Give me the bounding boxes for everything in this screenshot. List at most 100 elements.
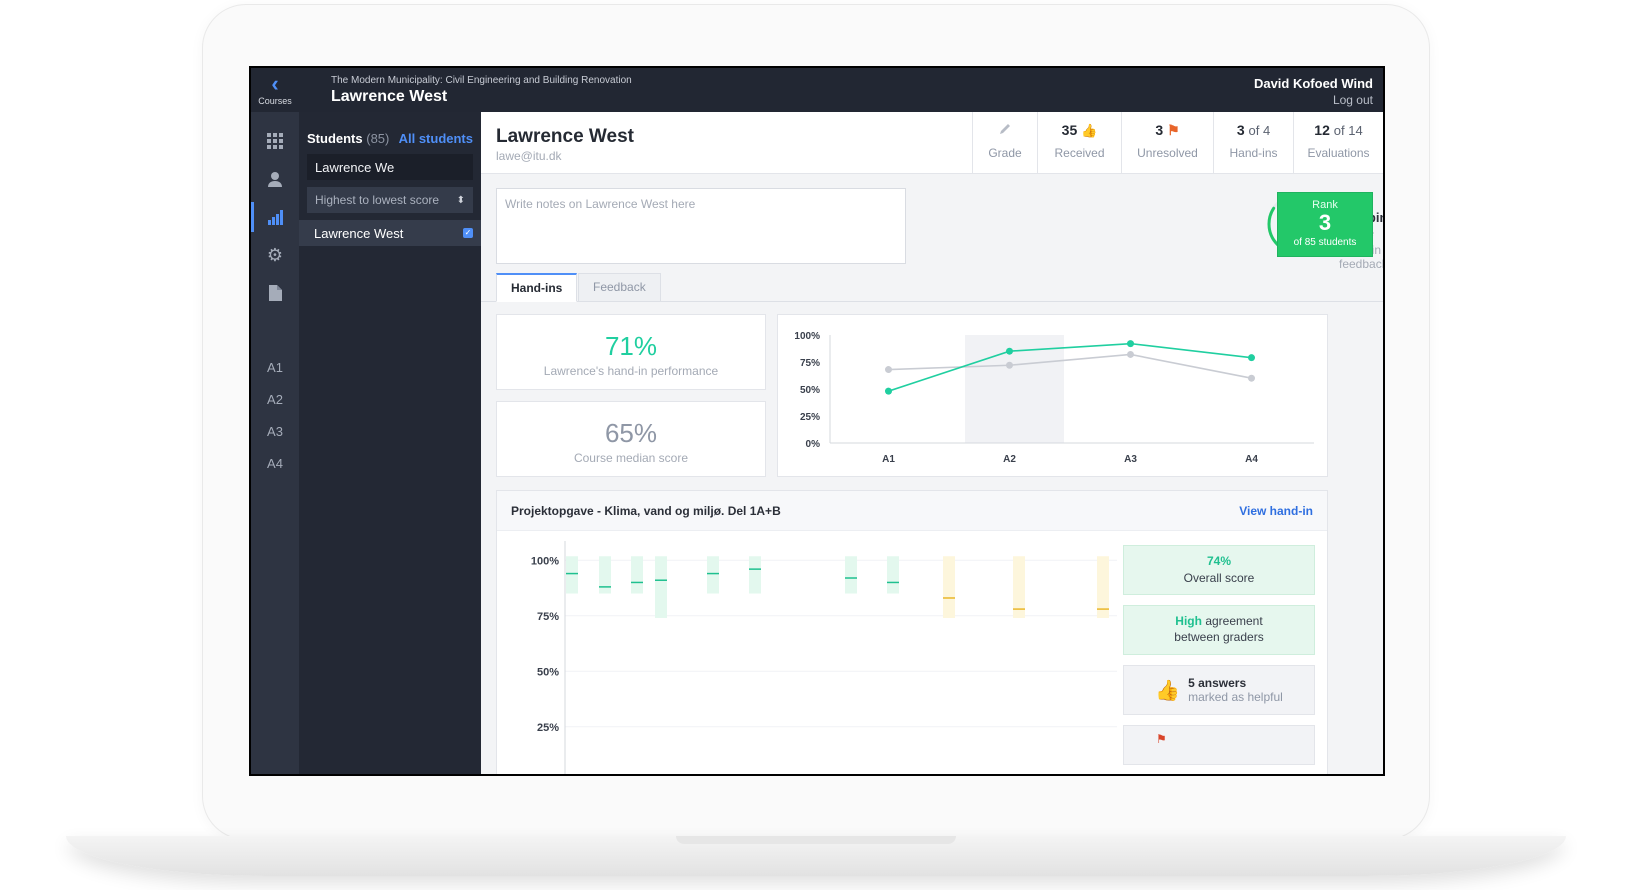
series-point bbox=[1006, 347, 1013, 355]
laptop-notch bbox=[676, 836, 956, 844]
rank-label: Rank bbox=[1312, 199, 1338, 211]
students-header: Students (85) All students bbox=[307, 131, 473, 146]
back-to-courses-button[interactable]: ‹ Courses bbox=[251, 68, 299, 112]
thumbs-up-icon: 👍 bbox=[1155, 679, 1181, 702]
select-arrows-icon: ⬍ bbox=[456, 194, 465, 206]
page-title: Lawrence West bbox=[331, 88, 448, 105]
rank-value: 3 bbox=[1318, 210, 1332, 235]
median-card: 65% Course median score bbox=[496, 401, 766, 477]
main-content: Lawrence West lawe@itu.dk Grade 35 👍 Rec… bbox=[481, 112, 1383, 774]
all-students-link[interactable]: All students bbox=[398, 131, 473, 146]
received-label: Received bbox=[1054, 146, 1105, 160]
view-handin-link[interactable]: View hand-in bbox=[1239, 504, 1313, 518]
performance-value: 71% bbox=[604, 331, 658, 361]
student-notes-textarea[interactable] bbox=[496, 188, 906, 264]
statistics-nav-button[interactable] bbox=[251, 198, 299, 236]
tab-handins[interactable]: Hand-ins bbox=[496, 273, 578, 302]
series-point bbox=[1006, 361, 1013, 369]
user-menu: David Kofoed Wind Log out bbox=[1254, 76, 1373, 107]
series-point bbox=[1127, 350, 1134, 358]
agreement-line-2: between graders bbox=[1174, 630, 1264, 644]
grader-range-bar bbox=[1097, 556, 1109, 618]
handin-trend-chart: 100% 75% 50% 25% 0% A1 A2 A3 A4 bbox=[794, 331, 1314, 465]
y-tick-label: 0% bbox=[806, 439, 821, 450]
rank-of-students: of 85 students bbox=[1293, 237, 1357, 248]
performance-label: Lawrence's hand-in performance bbox=[543, 364, 719, 378]
course-breadcrumb: The Modern Municipality: Civil Engineeri… bbox=[331, 75, 632, 86]
laptop-screen: ‹ Courses The Modern Municipality: Civil… bbox=[249, 66, 1385, 776]
grader-range-chart: 100% 75% 50% 25% bbox=[531, 541, 1117, 774]
student-profile-header: Lawrence West lawe@itu.dk Grade 35 👍 Rec… bbox=[481, 112, 1383, 174]
settings-nav-button[interactable]: ⚙ bbox=[251, 236, 299, 274]
y-tick-label: 50% bbox=[800, 385, 820, 396]
grader-range-bar bbox=[655, 556, 667, 618]
unresolved-label: Unresolved bbox=[1137, 146, 1198, 160]
student-email: lawe@itu.dk bbox=[496, 149, 562, 163]
handin-trend-chart-card: 100% 75% 50% 25% 0% A1 A2 A3 A4 bbox=[777, 314, 1328, 477]
helpful-answers-label: marked as helpful bbox=[1188, 690, 1283, 704]
grader-range-bar bbox=[1013, 556, 1025, 618]
performance-card: 71% Lawrence's hand-in performance bbox=[496, 314, 766, 390]
assignment-a2-nav[interactable]: A2 bbox=[267, 392, 283, 407]
thumbs-up-icon: 👍 bbox=[1081, 123, 1098, 138]
grade-button[interactable]: Grade bbox=[972, 112, 1037, 174]
evaluations-stat[interactable]: 12 of 14 Evaluations bbox=[1293, 112, 1383, 174]
y-tick-label: 100% bbox=[531, 555, 559, 567]
median-label: Course median score bbox=[573, 451, 689, 465]
sort-select[interactable]: Highest to lowest score ⬍ bbox=[307, 187, 473, 213]
pencil-icon bbox=[981, 122, 1029, 142]
handins-value: 3 bbox=[1236, 122, 1245, 138]
assignment-a3-nav[interactable]: A3 bbox=[267, 424, 283, 439]
rank-badge: Rank 3 of 85 students bbox=[1277, 192, 1373, 257]
y-tick-label: 25% bbox=[800, 412, 820, 423]
logout-link[interactable]: Log out bbox=[1332, 93, 1373, 107]
highlight-band bbox=[965, 335, 1064, 443]
icon-rail: ⚙ A1 A2 A3 A4 bbox=[251, 112, 299, 774]
agreement-level: High bbox=[1175, 614, 1202, 628]
document-icon bbox=[268, 285, 282, 301]
helpful-answers-box: 👍 5 answers marked as helpful bbox=[1123, 665, 1315, 715]
students-heading: Students (85) bbox=[307, 131, 389, 146]
student-search-input[interactable] bbox=[307, 154, 473, 180]
tab-feedback[interactable]: Feedback bbox=[578, 273, 661, 302]
grid-icon bbox=[267, 133, 283, 149]
received-stat[interactable]: 35 👍 Received bbox=[1037, 112, 1121, 174]
x-tick-label: A2 bbox=[1003, 454, 1016, 465]
grader-range-bar bbox=[749, 556, 761, 594]
students-count: (85) bbox=[366, 131, 390, 146]
grade-label: Grade bbox=[988, 146, 1022, 160]
bar-chart-icon bbox=[268, 210, 283, 225]
documents-nav-button[interactable] bbox=[251, 274, 299, 312]
y-tick-label: 75% bbox=[800, 358, 820, 369]
assignment-a4-nav[interactable]: A4 bbox=[267, 456, 283, 471]
students-panel: Students (85) All students Highest to lo… bbox=[299, 112, 481, 774]
check-icon: ✓ bbox=[463, 228, 473, 238]
series-point bbox=[1248, 354, 1255, 362]
handin-title: Projektopgave - Klima, vand og miljø. De… bbox=[511, 504, 781, 518]
handin-detail-section: Projektopgave - Klima, vand og miljø. De… bbox=[496, 490, 1328, 774]
helpful-answers-text: 5 answers marked as helpful bbox=[1188, 676, 1283, 704]
back-label: Courses bbox=[258, 96, 292, 106]
handins-stat[interactable]: 3 of 4 Hand-ins bbox=[1213, 112, 1293, 174]
helpful-answers-count: 5 answers bbox=[1188, 676, 1247, 690]
grader-range-bar bbox=[566, 556, 578, 594]
top-bar: ‹ Courses The Modern Municipality: Civil… bbox=[251, 68, 1383, 112]
gear-icon: ⚙ bbox=[266, 244, 284, 265]
dashboard-nav-button[interactable] bbox=[251, 122, 299, 160]
unresolved-stat[interactable]: 3 ⚑ Unresolved bbox=[1121, 112, 1213, 174]
grader-range-bar bbox=[631, 556, 643, 594]
grader-range-bar bbox=[887, 556, 899, 594]
agreement-line-1: High agreement bbox=[1124, 614, 1314, 628]
tab-bar: Hand-ins Feedback bbox=[481, 272, 1383, 302]
y-tick-label: 25% bbox=[537, 722, 559, 734]
evaluations-of: of 14 bbox=[1333, 123, 1363, 138]
assignment-a1-nav[interactable]: A1 bbox=[267, 360, 283, 375]
flag-icon: ⚑ bbox=[1156, 732, 1167, 746]
grader-range-bar bbox=[707, 556, 719, 594]
student-list-item[interactable]: Lawrence West ✓ bbox=[299, 220, 481, 246]
students-nav-button[interactable] bbox=[251, 160, 299, 198]
students-label: Students bbox=[307, 131, 363, 146]
user-name: David Kofoed Wind bbox=[1253, 76, 1373, 91]
evaluations-label: Evaluations bbox=[1307, 146, 1370, 160]
grader-range-bar bbox=[943, 556, 955, 618]
